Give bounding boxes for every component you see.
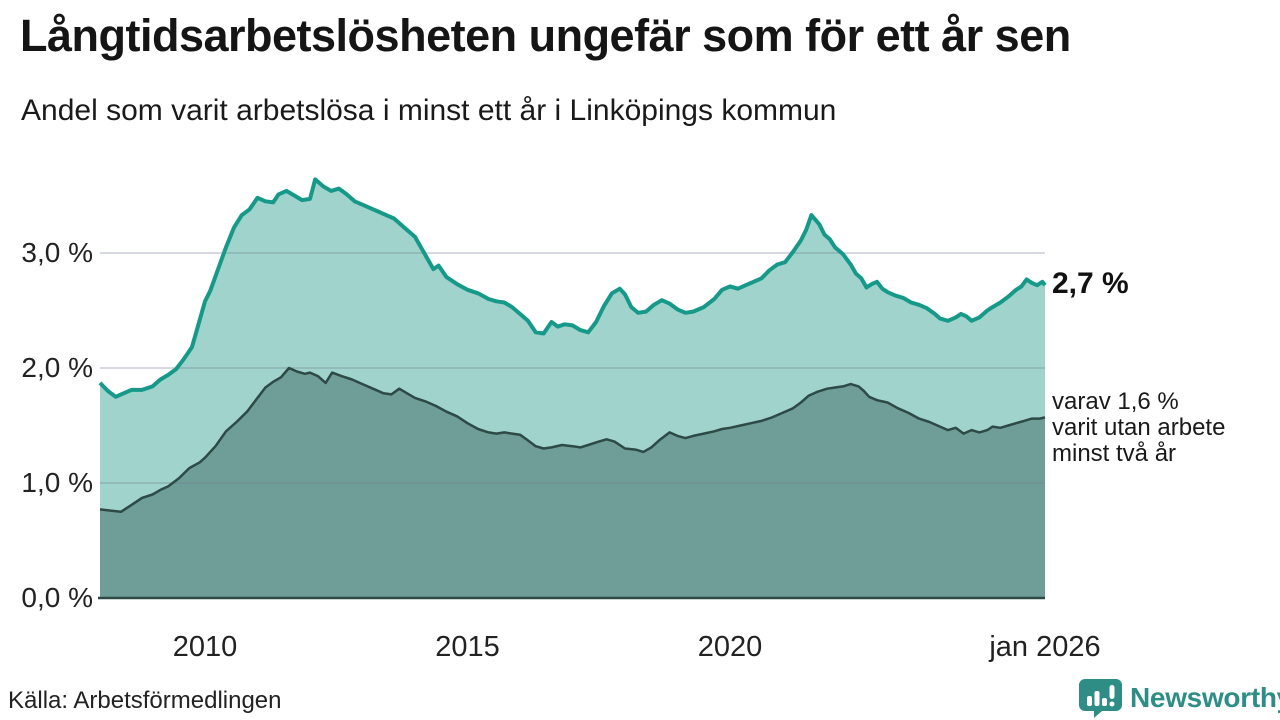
area-fill-series-2: [100, 368, 1045, 598]
newsworthy-logo-text: Newsworthy: [1130, 682, 1280, 713]
subshare-annotation-line: varav 1,6 %: [1052, 388, 1179, 415]
subshare-annotation-line: minst två år: [1052, 440, 1177, 467]
y-tick-label: 3,0 %: [21, 237, 93, 268]
subshare-annotation: varav 1,6 % varit utan arbete minst två …: [1052, 389, 1225, 467]
series-line: [98, 177, 1047, 399]
y-tick-label: 0,0 %: [21, 582, 93, 613]
x-tick-label: 2015: [435, 631, 500, 663]
page-subtitle: Andel som varit arbetslösa i minst ett å…: [21, 94, 837, 127]
subshare-annotation-line: varit utan arbete: [1052, 414, 1226, 441]
newsworthy-logo-icon: [1079, 679, 1122, 718]
page-title: Långtidsarbetslösheten ungefär som för e…: [20, 10, 1071, 61]
y-tick-label: 1,0 %: [21, 467, 93, 498]
newsworthy-logo: Newsworthy: [1078, 678, 1280, 718]
x-tick-label: 2020: [697, 631, 763, 663]
series-line: [99, 366, 1046, 514]
latest-value-annotation: 2,7 %: [1052, 267, 1129, 300]
x-tick-label: 2010: [172, 631, 238, 663]
y-tick-label: 2,0 %: [21, 352, 93, 383]
x-tick-label: jan 2026: [989, 631, 1101, 663]
source-note: Källa: Arbetsförmedlingen: [8, 687, 282, 714]
